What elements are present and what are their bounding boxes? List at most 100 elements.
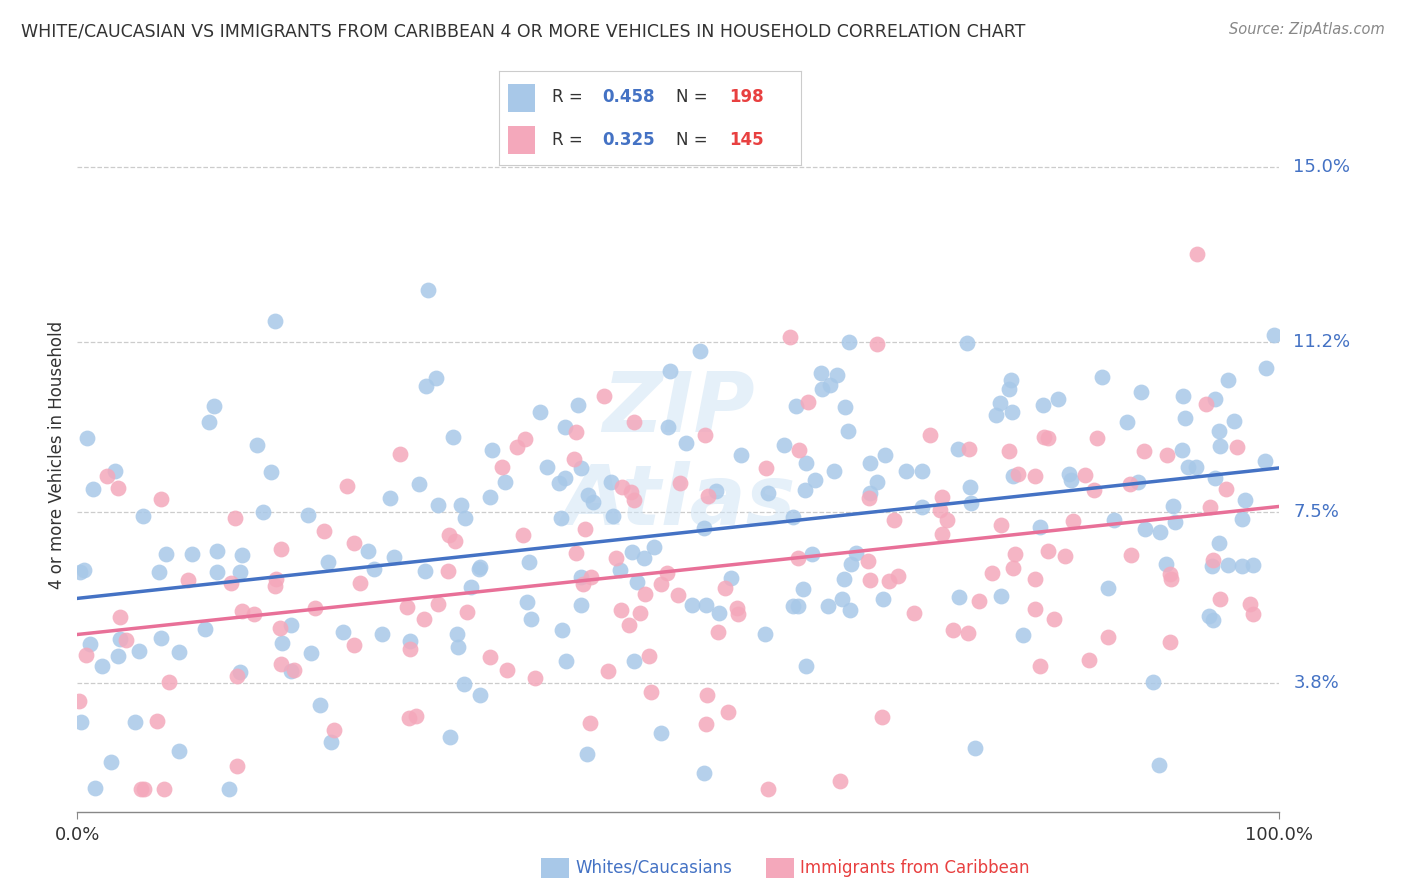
Point [643,540,665,554]
Point [623,654,645,668]
Point [610,479,633,493]
Point [579,716,602,731]
Point [1028,659,1050,673]
Point [167,744,190,758]
Point [416,283,439,297]
Point [153,781,176,796]
Point [1121,548,1143,562]
Point [576,487,599,501]
Point [205,566,228,580]
Point [108,632,131,646]
Point [610,602,633,616]
Point [312,524,335,538]
Point [785,399,807,413]
Text: 7.5%: 7.5% [1294,503,1340,522]
Point [859,456,882,470]
Point [412,612,434,626]
Point [877,574,900,589]
Point [148,565,170,579]
Point [107,649,129,664]
Text: 15.0%: 15.0% [1294,158,1350,177]
Point [565,546,588,560]
Point [754,627,776,641]
Point [246,438,269,452]
Point [229,665,252,680]
Point [1223,414,1246,428]
Point [571,576,593,591]
Point [76,431,98,445]
Point [150,632,173,646]
Point [408,477,430,491]
Point [810,366,832,380]
Point [363,562,385,576]
Point [415,564,437,578]
Point [481,443,503,458]
Point [332,624,354,639]
Point [225,669,247,683]
Point [73,563,96,577]
Point [1226,440,1249,454]
Point [986,409,1008,423]
Point [725,601,748,615]
Point [569,598,592,612]
Point [1001,405,1024,419]
Point [1032,430,1054,444]
Point [395,599,418,614]
Point [1047,392,1070,406]
Point [280,664,302,678]
Point [322,723,344,738]
Point [858,491,880,505]
Point [226,758,249,772]
Point [67,694,90,708]
Point [756,486,779,500]
Point [838,335,860,350]
Point [695,598,717,612]
Point [299,646,322,660]
Text: 198: 198 [728,87,763,105]
Point [132,781,155,796]
Point [948,590,970,604]
Point [104,464,127,478]
Point [357,544,380,558]
Point [820,378,842,392]
Point [83,781,105,796]
Point [1053,549,1076,564]
Point [658,364,681,378]
Point [920,428,942,442]
Point [773,438,796,452]
Point [1241,558,1264,572]
Point [1263,328,1285,343]
Point [946,442,969,457]
Point [1161,499,1184,513]
Point [1077,653,1099,667]
Point [834,400,856,414]
Point [668,475,690,490]
Point [1149,524,1171,539]
Point [956,335,979,350]
Point [1043,612,1066,626]
Point [621,545,644,559]
Point [1239,597,1261,611]
Point [787,550,810,565]
Point [1097,581,1119,595]
Point [1163,515,1185,529]
Point [1204,471,1226,485]
Point [720,571,742,585]
Point [437,564,460,578]
Point [343,535,366,549]
Point [628,606,651,620]
Point [650,725,672,739]
Text: 0.458: 0.458 [602,87,654,105]
Point [797,395,820,409]
Point [259,465,281,479]
Point [224,511,246,525]
Point [270,636,292,650]
Point [1159,567,1181,582]
Point [157,674,180,689]
Point [626,574,648,589]
Text: 0.325: 0.325 [602,131,655,149]
Point [839,602,862,616]
Point [1171,443,1194,458]
Point [437,528,460,542]
Point [554,419,576,434]
